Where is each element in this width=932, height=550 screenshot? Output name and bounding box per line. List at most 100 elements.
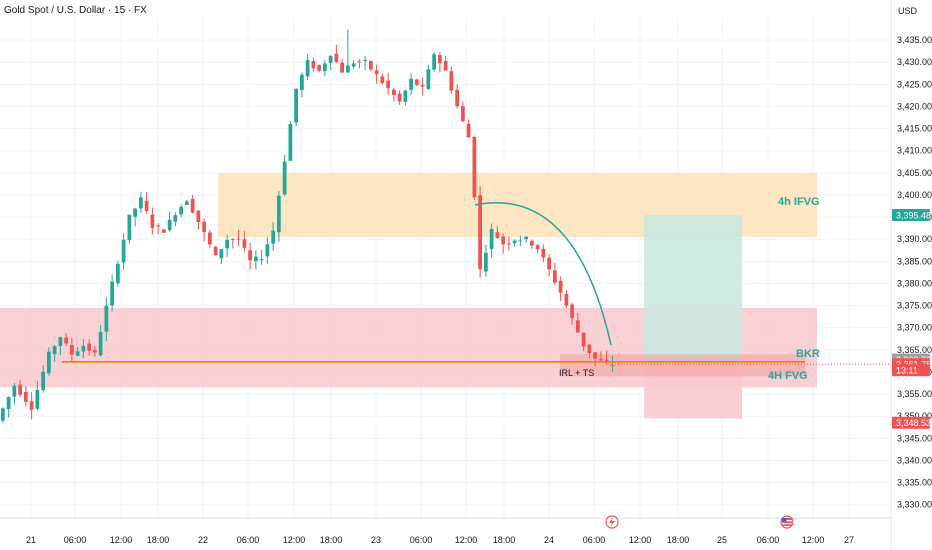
candle-body <box>52 346 57 355</box>
candle-body <box>466 123 471 138</box>
price-tag <box>892 364 930 377</box>
candle-body <box>208 232 212 245</box>
us-flag-icon[interactable] <box>780 515 794 529</box>
candle-body <box>93 350 97 353</box>
currency-label: USD <box>898 6 918 16</box>
candle-body <box>196 210 201 222</box>
candle-body <box>518 240 523 242</box>
time-tick-label: 06:00 <box>583 535 606 545</box>
candle-body <box>311 60 316 69</box>
price-tick-label: 3,370.00 <box>897 323 932 333</box>
irl-ts-label: IRL + TS <box>559 368 594 378</box>
candle-body <box>242 239 247 248</box>
candle-body <box>547 257 551 270</box>
candle-body <box>558 280 563 293</box>
candle-body <box>179 206 183 215</box>
candle-body <box>185 201 189 205</box>
price-tick-label: 3,335.00 <box>897 478 932 488</box>
candle-body <box>144 200 149 212</box>
time-tick-label: 12:00 <box>802 535 825 545</box>
price-tick-label: 3,430.00 <box>897 57 932 67</box>
candle-body <box>317 65 321 71</box>
candle-body <box>12 385 17 397</box>
price-tick-label: 3,410.00 <box>897 146 932 156</box>
candle-body <box>47 351 51 374</box>
candle-body <box>363 59 367 61</box>
candle-body <box>357 61 362 63</box>
candle-body <box>576 320 580 333</box>
time-tick-label: 21 <box>26 535 36 545</box>
candle-body <box>248 250 252 261</box>
candle-body <box>41 371 45 390</box>
price-axis-panel[interactable] <box>891 0 932 550</box>
time-tick-label: 12:00 <box>455 535 478 545</box>
price-tick-label: 3,340.00 <box>897 455 932 465</box>
chart-title: Gold Spot / U.S. Dollar · 15 · FX <box>4 5 147 16</box>
price-tick-label: 3,375.00 <box>897 301 932 311</box>
candle-body <box>334 53 339 62</box>
price-tag-label: 3,395.48 <box>896 210 931 220</box>
candle-body <box>443 61 448 71</box>
projection-curve[interactable] <box>474 202 612 346</box>
candle-body <box>213 246 218 255</box>
candle-body <box>535 245 540 250</box>
candle-body <box>438 55 442 64</box>
candle-body <box>351 63 356 67</box>
bkr-band <box>560 354 805 377</box>
candle-body <box>455 89 459 107</box>
price-tick-label: 3,330.00 <box>897 500 932 510</box>
price-tag <box>892 208 930 221</box>
time-tick-label: 18:00 <box>667 535 690 545</box>
candle-body <box>104 305 109 332</box>
time-tick-label: 12:00 <box>283 535 306 545</box>
candle-body <box>564 293 569 306</box>
candle-body <box>386 80 390 89</box>
candle-body <box>432 54 436 70</box>
candle-body <box>1 408 5 421</box>
candle-body <box>380 76 385 83</box>
candle-body <box>81 345 86 352</box>
time-tick-label: 12:00 <box>629 535 652 545</box>
time-tick-label: 18:00 <box>147 535 170 545</box>
candle-body <box>150 214 155 228</box>
candle-body <box>340 62 344 73</box>
time-tick-label: 24 <box>544 535 554 545</box>
time-tick-label: 23 <box>371 535 381 545</box>
candle-body <box>346 65 350 73</box>
candle-body <box>231 239 235 241</box>
candle-body <box>225 239 229 249</box>
candle-body <box>415 79 419 85</box>
candle-body <box>420 84 425 87</box>
price-tick-label: 3,385.00 <box>897 256 932 266</box>
candle-body <box>162 229 166 233</box>
position-profit-zone[interactable] <box>644 214 742 365</box>
price-tick-label: 3,345.00 <box>897 433 932 443</box>
price-tags: 3,395.483,362.793,361.7513:113,348.53 <box>892 208 931 429</box>
candle-body <box>6 397 11 410</box>
candle-body <box>282 161 287 195</box>
price-tick-label: 3,420.00 <box>897 101 932 111</box>
lightning-icon[interactable] <box>605 515 619 529</box>
candle-body <box>277 195 281 233</box>
candle-body <box>403 90 408 102</box>
price-tick-label: 3,355.00 <box>897 389 932 399</box>
candle-body <box>127 214 132 241</box>
candle-body <box>553 270 557 283</box>
candle-body <box>173 215 178 222</box>
candle-body <box>323 63 327 72</box>
candle-body <box>495 232 500 239</box>
time-tick-label: 06:00 <box>757 535 780 545</box>
price-tick-label: 3,380.00 <box>897 278 932 288</box>
candle-body <box>121 239 126 263</box>
candle-body <box>139 197 143 209</box>
candle-body <box>29 401 34 410</box>
price-tag-label: 3,348.53 <box>896 418 931 428</box>
candle-body <box>305 60 310 77</box>
candle-body <box>587 344 592 354</box>
candle-body <box>397 93 402 102</box>
candle-body <box>489 229 494 249</box>
candle-body <box>87 343 91 351</box>
candle-body <box>599 358 603 361</box>
candle-body <box>254 256 258 262</box>
